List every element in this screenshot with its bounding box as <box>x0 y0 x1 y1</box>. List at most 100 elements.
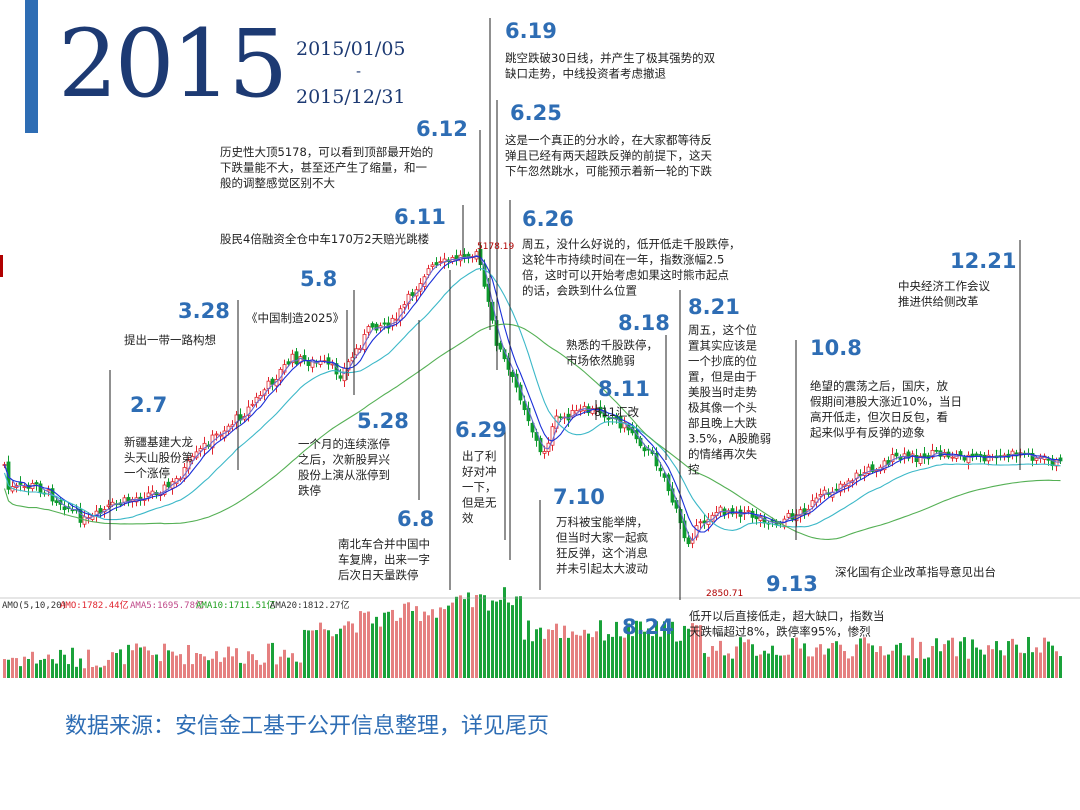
annotation-text: 低开以后直接低走，超大缺口，指数当 <box>689 609 885 623</box>
annotation-date: 6.25 <box>510 101 562 125</box>
volume-bar <box>3 659 6 678</box>
volume-bar <box>707 656 710 678</box>
volume-bar <box>455 596 458 678</box>
volume-bar <box>607 634 610 678</box>
volume-bar <box>307 630 310 678</box>
legend-amo: AMO:1782.44亿 <box>60 599 129 611</box>
volume-bar <box>527 620 530 678</box>
volume-bar <box>67 664 70 678</box>
annotation-text: 出了利 <box>462 449 497 463</box>
volume-bar <box>559 638 562 678</box>
annotation-text: 南北车合并中国中 <box>338 537 430 551</box>
volume-bar <box>819 644 822 678</box>
volume-bar <box>635 620 638 678</box>
candle <box>290 353 295 363</box>
volume-bar <box>507 602 510 678</box>
volume-bar <box>191 664 194 678</box>
volume-bar <box>271 642 274 678</box>
candle <box>870 464 875 472</box>
candle <box>986 454 991 462</box>
volume-bar <box>683 625 686 678</box>
candle <box>962 456 967 461</box>
volume-bar <box>79 658 82 678</box>
volume-bar <box>311 630 314 678</box>
annotation-text: 置其实应该是 <box>688 339 757 353</box>
annotation-text: 控 <box>688 463 700 477</box>
volume-bar <box>939 651 942 678</box>
volume-bar <box>763 650 766 678</box>
volume-bar <box>251 654 254 678</box>
volume-bar <box>1011 638 1014 678</box>
volume-bar <box>99 667 102 678</box>
annotation-date: 3.28 <box>178 299 230 323</box>
volume-bar <box>543 638 546 678</box>
volume-bar <box>639 621 642 678</box>
volume-bar <box>399 617 402 678</box>
annotation-date: 8.11 <box>598 377 650 401</box>
candle <box>686 537 691 545</box>
volume-bar <box>595 631 598 678</box>
candle <box>682 520 687 539</box>
annotation-text: 新疆基建大龙 <box>124 435 193 449</box>
candle <box>950 456 955 459</box>
annotation-text: 弹且已经有两天超跌反弹的前提下，这天 <box>505 149 712 163</box>
volume-bar <box>567 637 570 678</box>
volume-bar <box>983 654 986 678</box>
volume-bar <box>647 628 650 678</box>
candle <box>698 521 703 524</box>
annotation-text: 万科被宝能举牌， <box>556 515 648 529</box>
volume-bar <box>719 640 722 678</box>
candle <box>894 452 899 457</box>
volume-bar <box>927 657 930 678</box>
volume-bar <box>323 629 326 678</box>
volume-bar <box>935 638 938 678</box>
volume-bar <box>239 662 242 678</box>
volume-bar <box>351 623 354 678</box>
volume-bar <box>987 645 990 678</box>
volume-bar <box>1039 652 1042 678</box>
volume-bar <box>1035 647 1038 678</box>
candle <box>326 357 331 365</box>
volume-bar <box>723 655 726 678</box>
annotation-text: 《中国制造2025》 <box>246 311 344 325</box>
annotation-text: 并未引起太大波动 <box>556 562 648 576</box>
volume-bar <box>1043 637 1046 678</box>
volume-bar <box>679 640 682 678</box>
ma20-line <box>3 267 1061 531</box>
volume-bar <box>827 648 830 678</box>
volume-bar <box>155 654 158 678</box>
annotation-date: 5.8 <box>300 267 337 291</box>
volume-bar <box>571 631 574 678</box>
annotation-text: 绝望的震荡之后，国庆，放 <box>810 379 948 393</box>
volume-bar <box>995 641 998 678</box>
volume-bar <box>295 661 298 678</box>
volume-bar <box>903 655 906 678</box>
volume-bar <box>387 611 390 678</box>
annotation-date: 6.8 <box>397 507 434 531</box>
volume-bar <box>59 649 62 678</box>
volume-bar <box>215 651 218 678</box>
volume-bar <box>367 611 370 678</box>
volume-bar <box>515 596 518 678</box>
volume-bar <box>51 659 54 678</box>
volume-bar <box>467 592 470 678</box>
volume-bar <box>175 655 178 678</box>
annotation-text: 般的调整感觉区别不大 <box>220 176 335 190</box>
volume-bars <box>3 587 1062 678</box>
volume-bar <box>415 606 418 678</box>
legend-ama20: AMA20:1812.27亿 <box>270 599 349 611</box>
volume-bar <box>959 641 962 678</box>
volume-bar <box>143 646 146 678</box>
volume-bar <box>887 654 890 678</box>
volume-bar <box>555 623 558 678</box>
annotation-date: 6.11 <box>394 205 446 229</box>
volume-bar <box>219 661 222 678</box>
volume-bar <box>315 630 318 678</box>
volume-bar <box>75 666 78 678</box>
volume-bar <box>439 607 442 678</box>
candle <box>834 488 839 491</box>
candle <box>746 510 751 512</box>
candle <box>338 375 343 379</box>
volume-bar <box>83 668 86 678</box>
candle <box>498 342 503 350</box>
